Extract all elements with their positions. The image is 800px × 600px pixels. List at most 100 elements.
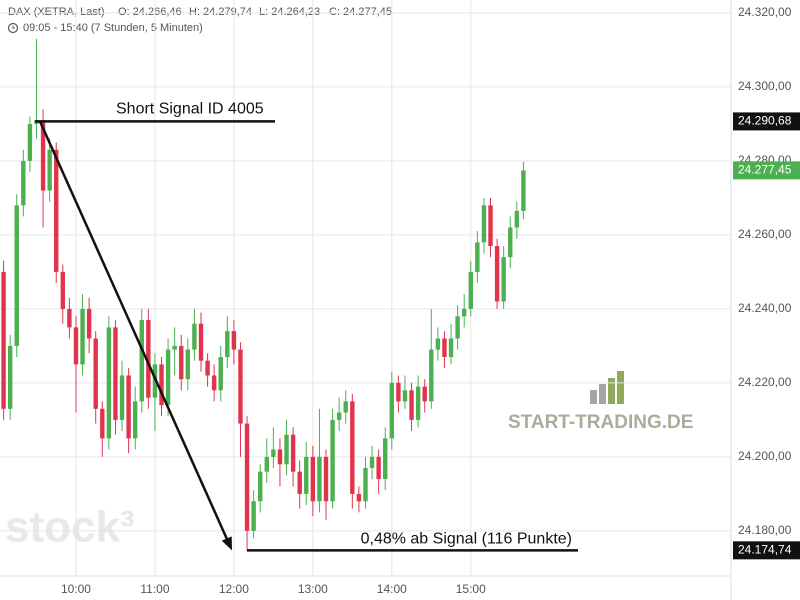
arrow-head — [221, 536, 232, 551]
ohlc-open: O: 24.266,46 — [118, 6, 182, 18]
logo-bar — [599, 384, 606, 404]
arrow-shaft — [38, 120, 230, 542]
annotation: 0,48% ab Signal (116 Punkte) — [361, 531, 572, 548]
price-tag-label: 24.277,45 — [738, 163, 792, 177]
candle-body — [508, 227, 513, 258]
candle-body — [290, 434, 296, 472]
candle-body — [231, 331, 237, 350]
candle-body — [396, 382, 401, 402]
logo-bar — [608, 378, 615, 404]
candle-body — [258, 471, 263, 502]
watermark-logo: stock³ — [5, 503, 135, 552]
candle-body — [383, 438, 388, 480]
y-tick-label: 24.240,00 — [738, 301, 792, 315]
candle-body — [21, 160, 26, 206]
candle-body — [80, 308, 85, 365]
clock-icon — [7, 22, 19, 34]
candle-body — [271, 449, 276, 457]
logo-bar — [617, 371, 624, 404]
candle-body — [93, 338, 98, 409]
candle-body — [113, 327, 118, 420]
candle-body — [244, 423, 250, 531]
candle-body — [159, 364, 164, 406]
candle-body — [323, 456, 329, 502]
candle-body — [165, 349, 171, 406]
candle-body — [205, 360, 210, 376]
candle-body — [461, 308, 467, 317]
x-tick-label: 13:00 — [298, 582, 328, 596]
candle-body — [264, 456, 269, 472]
candle-body — [172, 345, 177, 350]
candle-body — [225, 331, 230, 357]
candle-body — [501, 257, 506, 302]
x-tick-label: 14:00 — [377, 582, 407, 596]
candle-body — [521, 170, 526, 212]
candle-body — [132, 401, 138, 439]
x-tick-label: 10:00 — [61, 582, 91, 596]
candle-body — [389, 382, 395, 439]
candle-body — [27, 123, 33, 161]
candle-body — [73, 327, 79, 365]
logo-bar — [590, 390, 597, 404]
y-tick-label: 24.200,00 — [738, 449, 792, 463]
price-tag-label: 24.290,68 — [738, 114, 792, 128]
chart-title: DAX (XETRA, Last) — [8, 6, 105, 18]
price-tag-label: 24.174,74 — [738, 542, 792, 556]
candle-body — [409, 390, 414, 420]
candle-body — [139, 320, 144, 402]
candle-body — [106, 327, 112, 439]
candle-body — [494, 246, 500, 302]
candle-body — [146, 320, 151, 398]
candle-body — [14, 205, 19, 346]
x-tick-label: 15:00 — [456, 582, 486, 596]
candle-body — [86, 308, 92, 339]
candle-body — [119, 375, 125, 420]
candle-body — [238, 349, 243, 424]
candle-body — [192, 323, 197, 350]
candle-body — [218, 356, 223, 391]
candle-body — [356, 493, 362, 502]
candle-body — [402, 390, 408, 402]
candle-body — [304, 456, 309, 494]
candle-body — [198, 323, 204, 361]
candle-body — [336, 412, 342, 420]
candle-body — [67, 308, 72, 328]
x-tick-label: 12:00 — [219, 582, 249, 596]
chart-subtitle: 09:05 - 15:40 (7 Stunden, 5 Minuten) — [23, 22, 203, 34]
candle-body — [488, 205, 493, 247]
candle-body — [310, 456, 316, 502]
candle-body — [455, 316, 460, 339]
candle-body — [1, 271, 6, 409]
price-tag — [733, 541, 800, 560]
candle-body — [448, 338, 454, 357]
y-tick-label: 24.180,00 — [738, 523, 792, 537]
candle-body — [422, 386, 427, 402]
candle-body — [185, 349, 191, 380]
candle-body — [330, 419, 335, 502]
candle-body — [415, 386, 421, 420]
ohlc-close: C: 24.277,45 — [329, 6, 392, 18]
y-tick-label: 24.260,00 — [738, 227, 792, 241]
clock-hand — [12, 25, 15, 29]
candle-body — [277, 449, 283, 465]
candle-body — [429, 349, 434, 402]
y-tick-label: 24.300,00 — [738, 79, 792, 93]
price-tag — [733, 112, 800, 131]
x-tick-label: 11:00 — [140, 582, 169, 596]
ohlc-high: H: 24.279,74 — [189, 6, 252, 18]
candle-body — [475, 242, 480, 272]
y-tick-label: 24.220,00 — [738, 375, 792, 389]
candle-body — [317, 456, 322, 502]
candle-body — [7, 345, 13, 409]
annotation: Short Signal ID 4005 — [116, 101, 264, 118]
candle-body — [376, 456, 381, 480]
candle-body — [54, 149, 59, 272]
candle-body — [468, 271, 473, 309]
watermark-brand: START-TRADING.DE — [508, 412, 693, 433]
candle-body — [350, 401, 355, 494]
logo-icon — [590, 371, 624, 404]
ohlc-low: L: 24.264,23 — [259, 6, 320, 18]
candle-body — [179, 345, 184, 380]
candle-body — [47, 149, 52, 191]
